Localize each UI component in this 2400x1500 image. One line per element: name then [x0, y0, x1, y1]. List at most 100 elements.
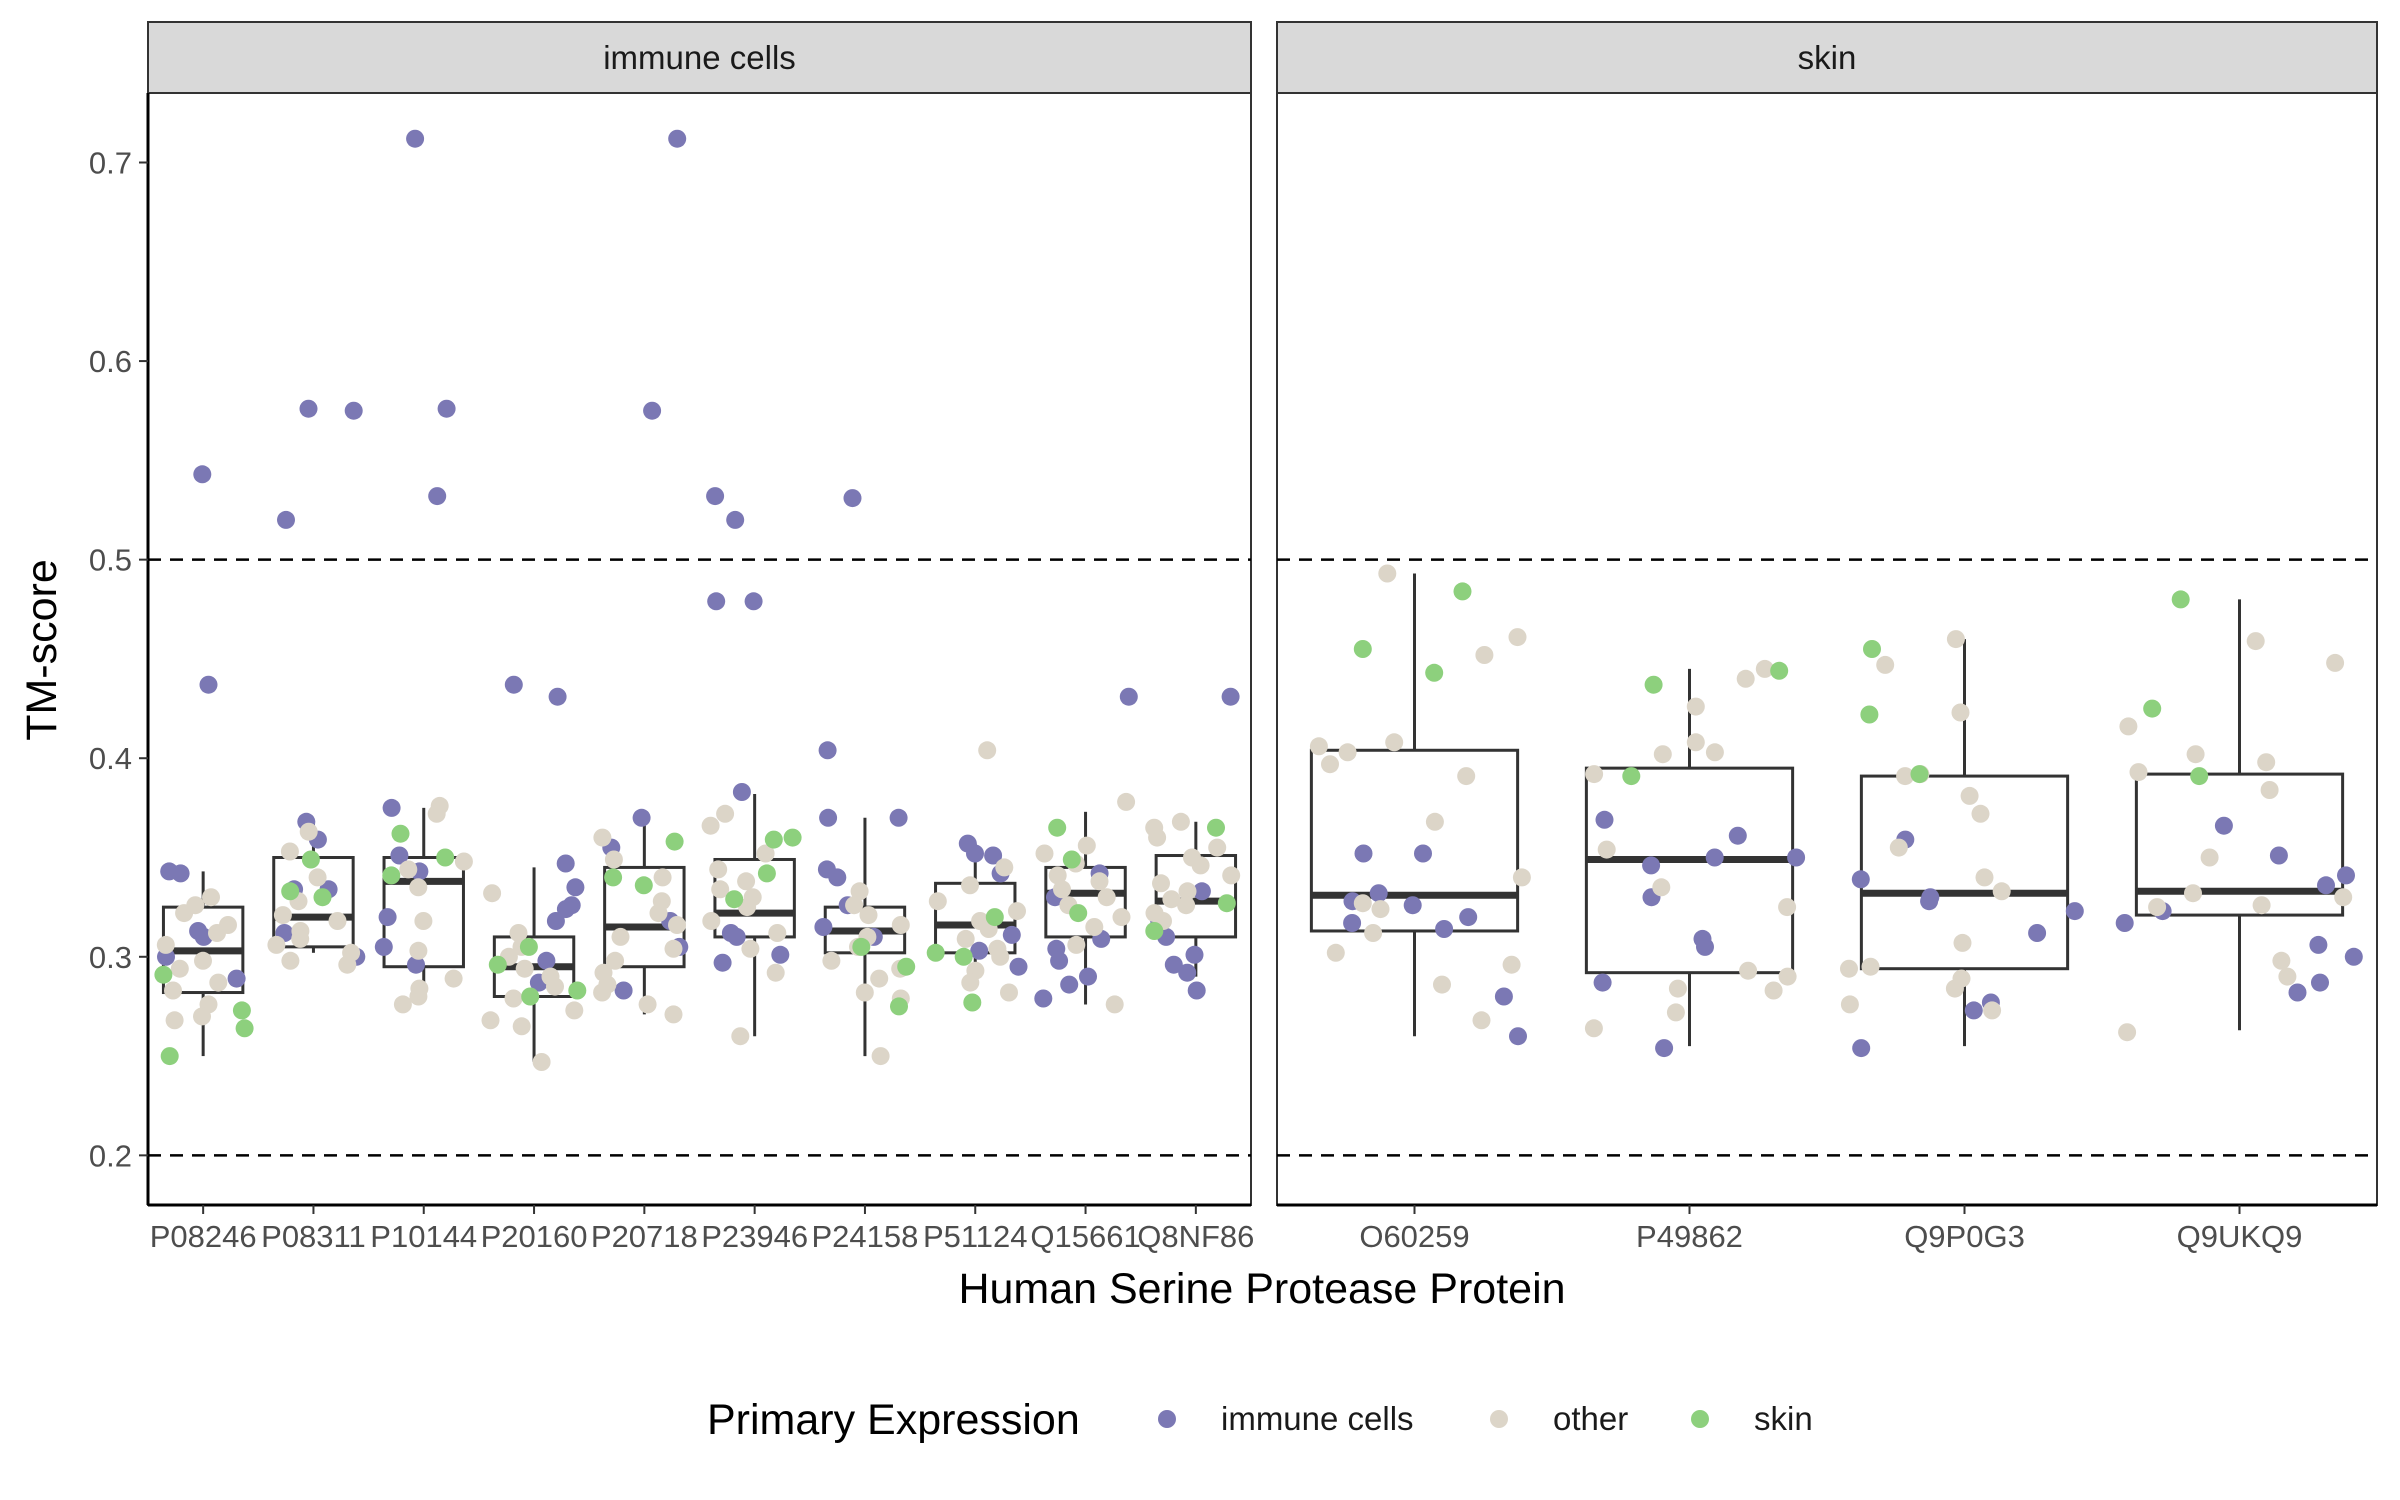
data-point-immune-cells [1509, 1027, 1527, 1046]
data-point-other [709, 860, 728, 879]
data-point-skin [985, 908, 1004, 927]
data-point-other [1000, 983, 1018, 1002]
data-point-skin [391, 824, 410, 843]
data-point-other [515, 959, 534, 978]
category-P20160: P20160 [481, 675, 588, 1254]
data-point-other [164, 981, 182, 1000]
data-point-immune-cells [2337, 866, 2355, 885]
data-point-immune-cells [1079, 967, 1097, 986]
data-point-other [1053, 880, 1071, 899]
data-point-skin [235, 1019, 254, 1038]
data-point-immune-cells [2344, 947, 2363, 966]
data-point-other [664, 1005, 683, 1024]
x-tick-label: P08311 [261, 1219, 366, 1254]
data-point-immune-cells [970, 941, 989, 960]
legend-title: Primary Expression [707, 1396, 1080, 1444]
data-point-other [281, 951, 300, 970]
x-tick-label: P20160 [481, 1219, 588, 1254]
data-point-skin [1207, 818, 1225, 837]
data-point-immune-cells [1593, 973, 1612, 992]
data-point-immune-cells [374, 937, 393, 956]
data-point-skin [1622, 767, 1641, 786]
data-point-immune-cells [2311, 973, 2329, 992]
data-point-other [1178, 882, 1197, 901]
data-point-other [444, 969, 463, 988]
category-P10144: P10144 [370, 129, 477, 1254]
data-point-immune-cells [1403, 896, 1422, 915]
data-point-immune-cells [2288, 983, 2307, 1002]
data-point-immune-cells [713, 953, 732, 972]
data-point-other [2246, 632, 2265, 651]
data-point-other [532, 1053, 551, 1071]
data-point-other [1951, 703, 1970, 722]
x-tick-label: Q8NF86 [1137, 1219, 1254, 1254]
data-point-skin [963, 993, 982, 1012]
data-point-skin [1910, 765, 1929, 784]
data-point-immune-cells [1178, 963, 1197, 982]
y-tick-label: 0.3 [89, 940, 132, 975]
data-point-other [701, 816, 720, 835]
data-point-skin [301, 850, 320, 869]
data-point-immune-cells [1852, 1039, 1871, 1058]
data-point-immune-cells [566, 878, 585, 897]
data-point-other [1840, 959, 1858, 978]
data-point-skin [1217, 894, 1236, 913]
data-point-other [711, 880, 730, 899]
data-point-immune-cells [727, 927, 746, 946]
y-tick-label: 0.6 [89, 344, 132, 379]
data-point-other [509, 924, 528, 942]
data-point-other [1222, 866, 1241, 885]
data-point-immune-cells [199, 675, 218, 694]
data-point-immune-cells [643, 401, 662, 420]
data-point-immune-cells [1642, 856, 1661, 875]
data-point-immune-cells [889, 808, 908, 827]
data-point-other [1975, 868, 1994, 887]
data-point-immune-cells [632, 808, 651, 827]
data-point-other [991, 947, 1010, 966]
data-point-skin [1145, 922, 1164, 940]
data-point-skin [1048, 818, 1067, 837]
data-point-other [1048, 866, 1067, 885]
data-point-other [1152, 874, 1170, 893]
legend-item-immune-cells: immune cells [1158, 1400, 1414, 1437]
data-point-immune-cells [1192, 882, 1211, 901]
data-point-other [1364, 924, 1383, 942]
x-tick-label: P08246 [150, 1219, 257, 1254]
x-tick-label: Q15661 [1030, 1219, 1140, 1254]
data-point-other [512, 1017, 531, 1036]
data-point-other [1035, 844, 1054, 863]
data-point-other [2119, 717, 2138, 736]
data-point-other [156, 935, 175, 954]
data-point-other [1508, 628, 1527, 647]
x-tick-label: P24158 [812, 1219, 919, 1254]
data-point-other [483, 884, 502, 903]
data-point-other [1705, 743, 1724, 762]
data-point-other [1764, 981, 1783, 1000]
data-point-other [1378, 564, 1397, 583]
data-point-other [427, 804, 446, 823]
data-point-immune-cells [1655, 1039, 1674, 1058]
data-point-other [1148, 828, 1167, 847]
data-point-other [606, 951, 625, 970]
y-tick-label: 0.4 [89, 741, 132, 776]
data-point-other [1191, 856, 1210, 875]
data-point-other [593, 828, 612, 847]
data-point-skin [160, 1047, 179, 1066]
data-point-other [1739, 961, 1758, 980]
data-point-other [1353, 894, 1372, 913]
data-point-other [2326, 653, 2345, 672]
data-point-other [995, 858, 1014, 877]
x-tick-label: P51124 [923, 1219, 1028, 1254]
data-point-other [2252, 896, 2271, 915]
data-point-other [649, 904, 668, 923]
data-point-skin [757, 864, 776, 883]
data-point-immune-cells [344, 401, 363, 420]
data-point-other [668, 916, 686, 934]
data-point-immune-cells [1494, 987, 1513, 1006]
data-point-other [731, 1027, 750, 1046]
data-point-other [664, 939, 683, 958]
data-point-other [1512, 868, 1531, 887]
data-point-other [165, 1011, 184, 1030]
data-point-other [1326, 943, 1345, 962]
